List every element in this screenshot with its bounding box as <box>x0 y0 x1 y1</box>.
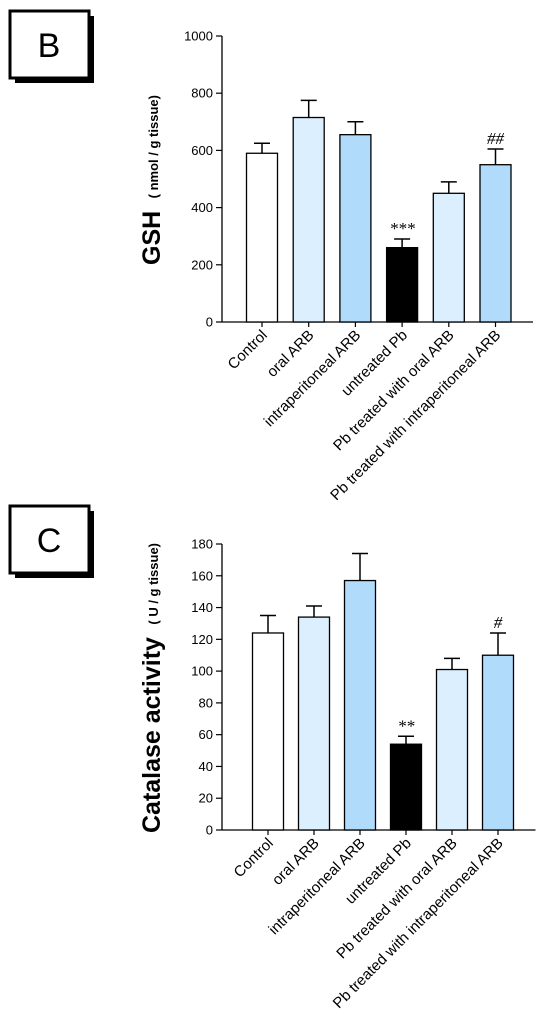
error-bar <box>300 99 317 118</box>
error-bar <box>394 238 411 248</box>
y-axis-title: Catalase activity <box>138 637 166 833</box>
error-bar <box>260 614 276 633</box>
category-label: Control <box>231 835 277 881</box>
bar <box>297 616 331 831</box>
significance-label: *** <box>389 219 415 238</box>
category-label: Pb treated with intraperitoneal ARB <box>330 835 507 1012</box>
bar <box>435 668 469 831</box>
y-tick-label: 60 <box>199 727 213 742</box>
error-bar <box>347 121 364 135</box>
error-bar <box>440 181 457 194</box>
significance-label: ## <box>487 129 505 148</box>
error-bar <box>306 605 322 618</box>
y-tick-label: 1000 <box>184 29 213 44</box>
error-bar <box>352 552 368 581</box>
error-bar <box>487 148 504 165</box>
y-tick-label: 200 <box>191 257 213 272</box>
panel-label-box <box>8 9 91 80</box>
y-tick-label: 40 <box>199 759 213 774</box>
error-bar <box>444 657 460 670</box>
y-tick-label: 80 <box>199 695 213 710</box>
bar <box>479 164 512 323</box>
y-tick-label: 180 <box>191 537 213 552</box>
bar <box>389 743 423 831</box>
y-tick-label: 0 <box>206 823 213 838</box>
bar <box>251 632 285 831</box>
y-axis-unit: ( nmol / g tissue) <box>146 95 161 198</box>
y-tick-label: 20 <box>199 791 213 806</box>
bar <box>343 579 377 831</box>
panel-c-chart: C Catalase activity ( U / g tissue) 0 20 4… <box>8 504 536 1012</box>
y-tick-label: 100 <box>191 664 213 679</box>
svg-text:Catalase activity ( U: Catalase activity ( U / g tissue) <box>138 543 166 833</box>
y-axis-unit: ( U / g tissue) <box>146 543 161 625</box>
bar <box>292 116 325 323</box>
significance-label: # <box>494 613 503 632</box>
significance-label: ** <box>398 716 416 735</box>
y-tick-label: 400 <box>191 200 213 215</box>
category-label: Control <box>225 327 271 373</box>
y-axis-label: Catalase activity ( U / g tissue) <box>138 543 166 833</box>
error-bar <box>490 632 506 656</box>
bar <box>339 134 372 323</box>
panel-label-box <box>8 504 91 575</box>
y-tick-label: 120 <box>191 632 213 647</box>
category-label: Pb treated with intraperitoneal ARB <box>327 327 504 504</box>
bar <box>432 192 465 323</box>
bar <box>385 246 419 323</box>
y-axis-title: GSH <box>138 211 166 265</box>
panel-label: B <box>38 27 61 65</box>
error-bar <box>398 735 414 745</box>
y-tick-label: 600 <box>191 143 213 158</box>
bar <box>245 152 279 323</box>
y-axis-label: GSH ( nmol / g tissue) <box>138 95 166 265</box>
y-tick-label: 140 <box>191 600 213 615</box>
y-tick-label: 0 <box>206 315 213 330</box>
y-tick-label: 800 <box>191 86 213 101</box>
panel-label: C <box>37 522 62 560</box>
svg-text:GSH ( nmol / g tissue): GSH ( nmol / g tissue) <box>138 95 166 265</box>
error-bar <box>254 142 270 154</box>
panel-b-chart: B GSH ( nmol / g tissue) 0 200 400 600 800 10… <box>8 9 533 504</box>
y-tick-label: 160 <box>191 568 213 583</box>
bar <box>481 654 515 831</box>
